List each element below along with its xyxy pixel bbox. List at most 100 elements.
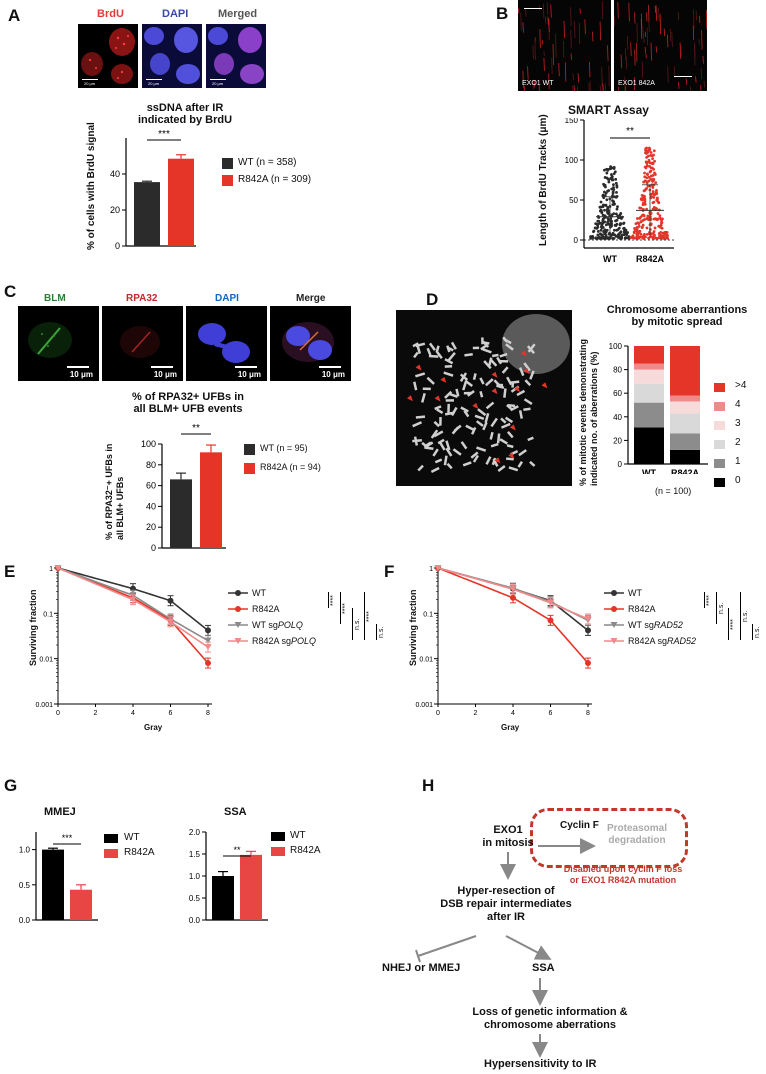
d-chromosome <box>464 353 473 357</box>
b-point <box>611 191 615 195</box>
d-chromosome <box>480 344 487 351</box>
c-ylabel: % of RPA32⁻+ UFBs in all BLM+ UFBs <box>104 443 125 540</box>
b-point <box>610 178 614 182</box>
b-track <box>538 84 540 91</box>
d-chromosome <box>523 398 533 406</box>
sig-label: n.s. <box>718 602 725 614</box>
b-point <box>652 149 656 153</box>
d-chromosome <box>450 406 458 417</box>
sig-bracket <box>716 592 717 624</box>
b-track <box>533 80 536 88</box>
d-chromosome <box>490 417 498 428</box>
b-track <box>648 22 650 32</box>
d-chromosome <box>444 411 455 416</box>
sig-bracket <box>376 624 377 640</box>
surv-xtick-label: 2 <box>94 710 98 717</box>
d-chromosome <box>430 466 440 473</box>
b-track <box>624 48 627 61</box>
b-point <box>645 207 648 211</box>
d-chromosome <box>524 379 532 387</box>
b-track <box>602 83 604 91</box>
b-point <box>615 207 619 211</box>
g-mmej-ytick-label: 0.5 <box>19 881 31 890</box>
d-ylabel: % of mitotic events demonstrating indica… <box>578 338 599 486</box>
d-chromosome <box>466 389 475 397</box>
b-track <box>705 9 707 30</box>
b-point <box>656 200 660 204</box>
g-ssa-bar-r842a <box>240 854 262 920</box>
d-n-label: (n = 100) <box>655 486 692 496</box>
b-point <box>605 171 609 175</box>
b-point <box>642 180 646 184</box>
b-point <box>652 193 656 197</box>
b-point <box>619 222 622 225</box>
h-hypersensitivity: Hypersensitivity to IR <box>484 1058 597 1070</box>
g-legend-wt-swatch-r <box>271 832 285 841</box>
d-chromosome <box>476 446 487 452</box>
b-point <box>595 236 599 240</box>
d-chromosome <box>506 457 514 461</box>
b-point <box>653 171 656 175</box>
b-track <box>659 14 662 35</box>
b-point <box>631 234 635 238</box>
b-track <box>543 51 545 56</box>
d-chromosome <box>445 447 453 457</box>
sig-bracket <box>352 608 353 640</box>
d-chromosome <box>517 461 524 468</box>
b-point <box>597 219 601 223</box>
surv-point <box>434 565 442 571</box>
b-track <box>701 30 703 50</box>
d-chromosome <box>421 392 426 403</box>
b-point <box>645 164 649 168</box>
b-track <box>601 1 604 20</box>
b-point <box>655 196 659 200</box>
c-legend-wt: WT (n = 95) <box>260 443 308 453</box>
sig-label: n.s. <box>754 626 761 638</box>
c-ytick-label: 20 <box>146 522 156 532</box>
d-chromosome <box>417 464 424 472</box>
d-arrowhead <box>472 402 479 409</box>
b-track <box>562 40 565 58</box>
b-point <box>658 216 662 220</box>
d-chromosome <box>415 415 426 419</box>
b-track <box>650 42 652 61</box>
b-chart: 0 50 100 150 WT R842A ** <box>565 118 674 264</box>
d-nucleus <box>502 314 570 374</box>
sig-label: **** <box>342 603 349 614</box>
b-point <box>651 157 654 161</box>
b-track <box>669 28 672 42</box>
legend-tri <box>610 622 618 628</box>
d-chromosome <box>430 429 439 439</box>
b-point <box>626 231 629 234</box>
d-chromosome <box>491 353 499 358</box>
sig-bracket <box>752 624 753 640</box>
panel-label-g: G <box>4 776 18 795</box>
d-chromosome <box>415 342 426 348</box>
d-arrowhead <box>440 376 447 383</box>
b-point <box>603 176 607 179</box>
d-arrowhead <box>406 395 413 402</box>
d-chromosome <box>470 451 479 459</box>
surv-line-1 <box>437 567 589 664</box>
b-point <box>611 236 614 240</box>
c-scale-2: 10 μm <box>153 370 177 379</box>
g-mmej-bar-wt <box>42 849 64 920</box>
d-chromosome <box>506 376 513 386</box>
d-arrowhead <box>514 386 521 393</box>
d-chromosome <box>424 446 434 450</box>
sig-bracket <box>740 592 741 640</box>
b-point <box>610 175 614 179</box>
b-point <box>637 230 641 234</box>
b-point <box>643 199 647 203</box>
g-mmej-ytick-label: 0.0 <box>19 916 31 925</box>
b-point <box>646 172 649 176</box>
d-chromosome <box>459 373 469 381</box>
c-title: % of RPA32+ UFBs in all BLM+ UFB events <box>132 391 244 415</box>
b-point <box>607 180 611 184</box>
d-chromosome <box>465 424 476 432</box>
b-track <box>658 7 660 22</box>
b-point <box>647 175 651 179</box>
d-chromosome <box>449 392 458 398</box>
d-ytick-label: 100 <box>609 342 623 351</box>
b-point <box>622 227 626 230</box>
